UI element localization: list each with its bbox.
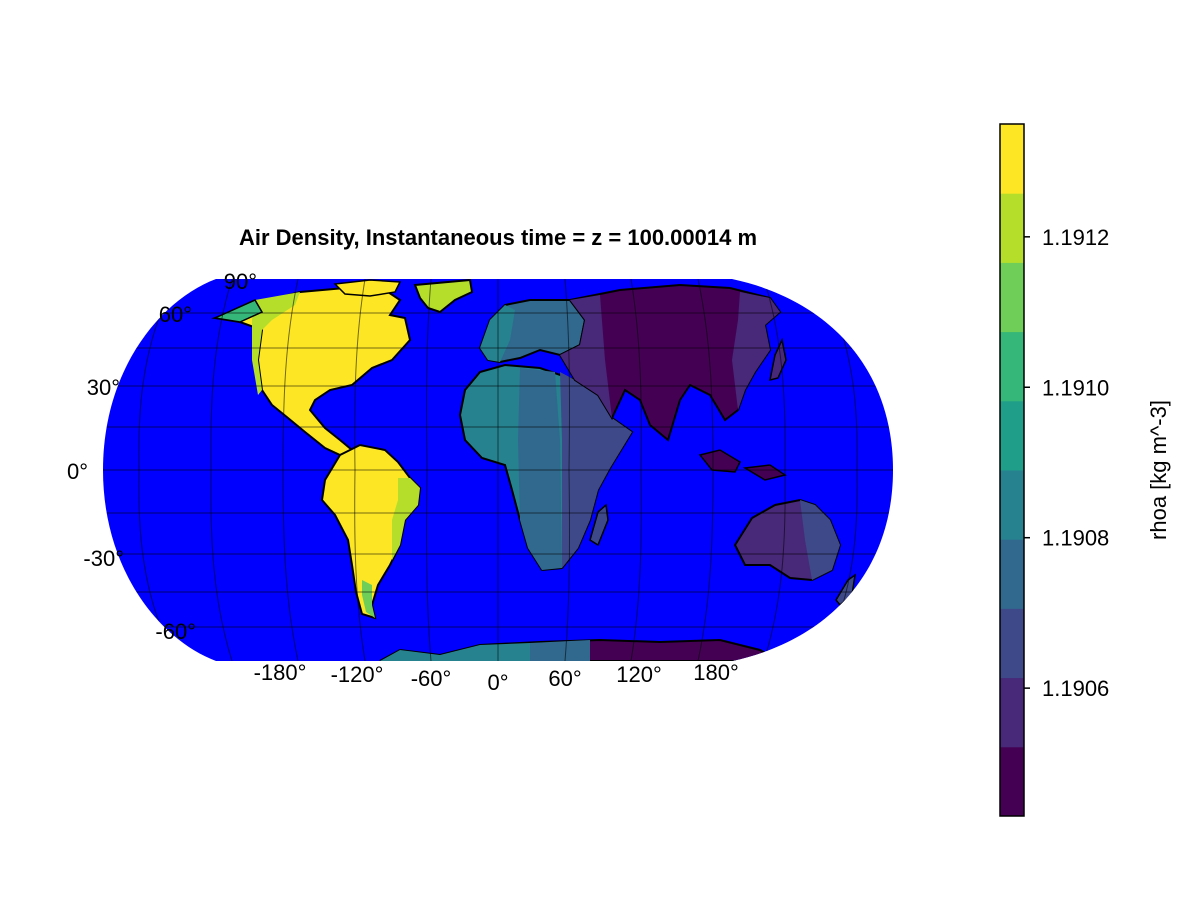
land-asia: [558, 283, 782, 442]
colorbar-bin: [1000, 124, 1024, 194]
land-fields: [211, 279, 857, 661]
map-title: Air Density, Instantaneous time = z = 10…: [239, 225, 757, 250]
land-arctic-islands: [333, 279, 402, 297]
colorbar-bin: [1000, 470, 1024, 540]
lon-label: -120°: [331, 662, 384, 687]
colorbar-tick-label: 1.1908: [1042, 526, 1109, 551]
land-australia-east: [800, 500, 840, 580]
graticule: [103, 279, 893, 661]
lon-label: 120°: [616, 662, 662, 687]
colorbar-tick-label: 1.1912: [1042, 225, 1109, 250]
land-asia-east: [732, 292, 780, 410]
lat-label: -30°: [83, 546, 124, 571]
colorbar-bin: [1000, 608, 1024, 679]
lat-label: 30°: [87, 375, 120, 400]
colorbar-bin: [1000, 539, 1024, 609]
land-antarctica-mid: [530, 640, 590, 661]
colorbar: 1.1906 1.1908 1.1910 1.1912 rhoa [kg m^-3]: [999, 123, 1171, 817]
land-africa-middle: [518, 368, 562, 570]
colorbar-bin: [1000, 193, 1024, 263]
colorbar-bin: [1000, 677, 1024, 748]
land-na-west: [252, 292, 300, 395]
colorbar-ticks: 1.1906 1.1908 1.1910 1.1912: [1024, 225, 1109, 701]
colorbar-bins: [1000, 124, 1024, 817]
lon-label: 0°: [487, 670, 508, 695]
globe: [103, 279, 893, 661]
lon-label: 60°: [548, 666, 581, 691]
lat-label: 60°: [159, 302, 192, 327]
land-madagascar: [589, 503, 609, 547]
land-asia-west: [560, 295, 612, 418]
land-south-america: [320, 443, 422, 620]
land-na-northwest: [212, 299, 264, 323]
land-sa-east: [392, 478, 420, 560]
land-sa-south: [362, 580, 375, 618]
land-north-america: [211, 286, 412, 457]
colorbar-bin: [1000, 746, 1024, 817]
lon-label: -180°: [254, 660, 307, 685]
colorbar-tick-label: 1.1906: [1042, 676, 1109, 701]
lon-label: -60°: [411, 666, 452, 691]
colorbar-bin: [1000, 331, 1024, 402]
lat-label: -60°: [155, 619, 196, 644]
colorbar-bin: [1000, 400, 1024, 471]
lat-labels: 90° 60° 30° 0° -30° -60°: [67, 269, 257, 644]
colorbar-tick-label: 1.1910: [1042, 375, 1109, 400]
lat-label: 0°: [67, 459, 88, 484]
lon-labels: -180° -120° -60° 0° 60° 120° 180°: [254, 660, 739, 695]
lat-label: 90°: [224, 269, 257, 294]
colorbar-bin: [1000, 262, 1024, 333]
colorbar-label: rhoa [kg m^-3]: [1146, 400, 1171, 540]
colorbar-frame: [999, 123, 1025, 817]
lon-label: 180°: [693, 660, 739, 685]
land-antarctica-west: [380, 643, 530, 661]
